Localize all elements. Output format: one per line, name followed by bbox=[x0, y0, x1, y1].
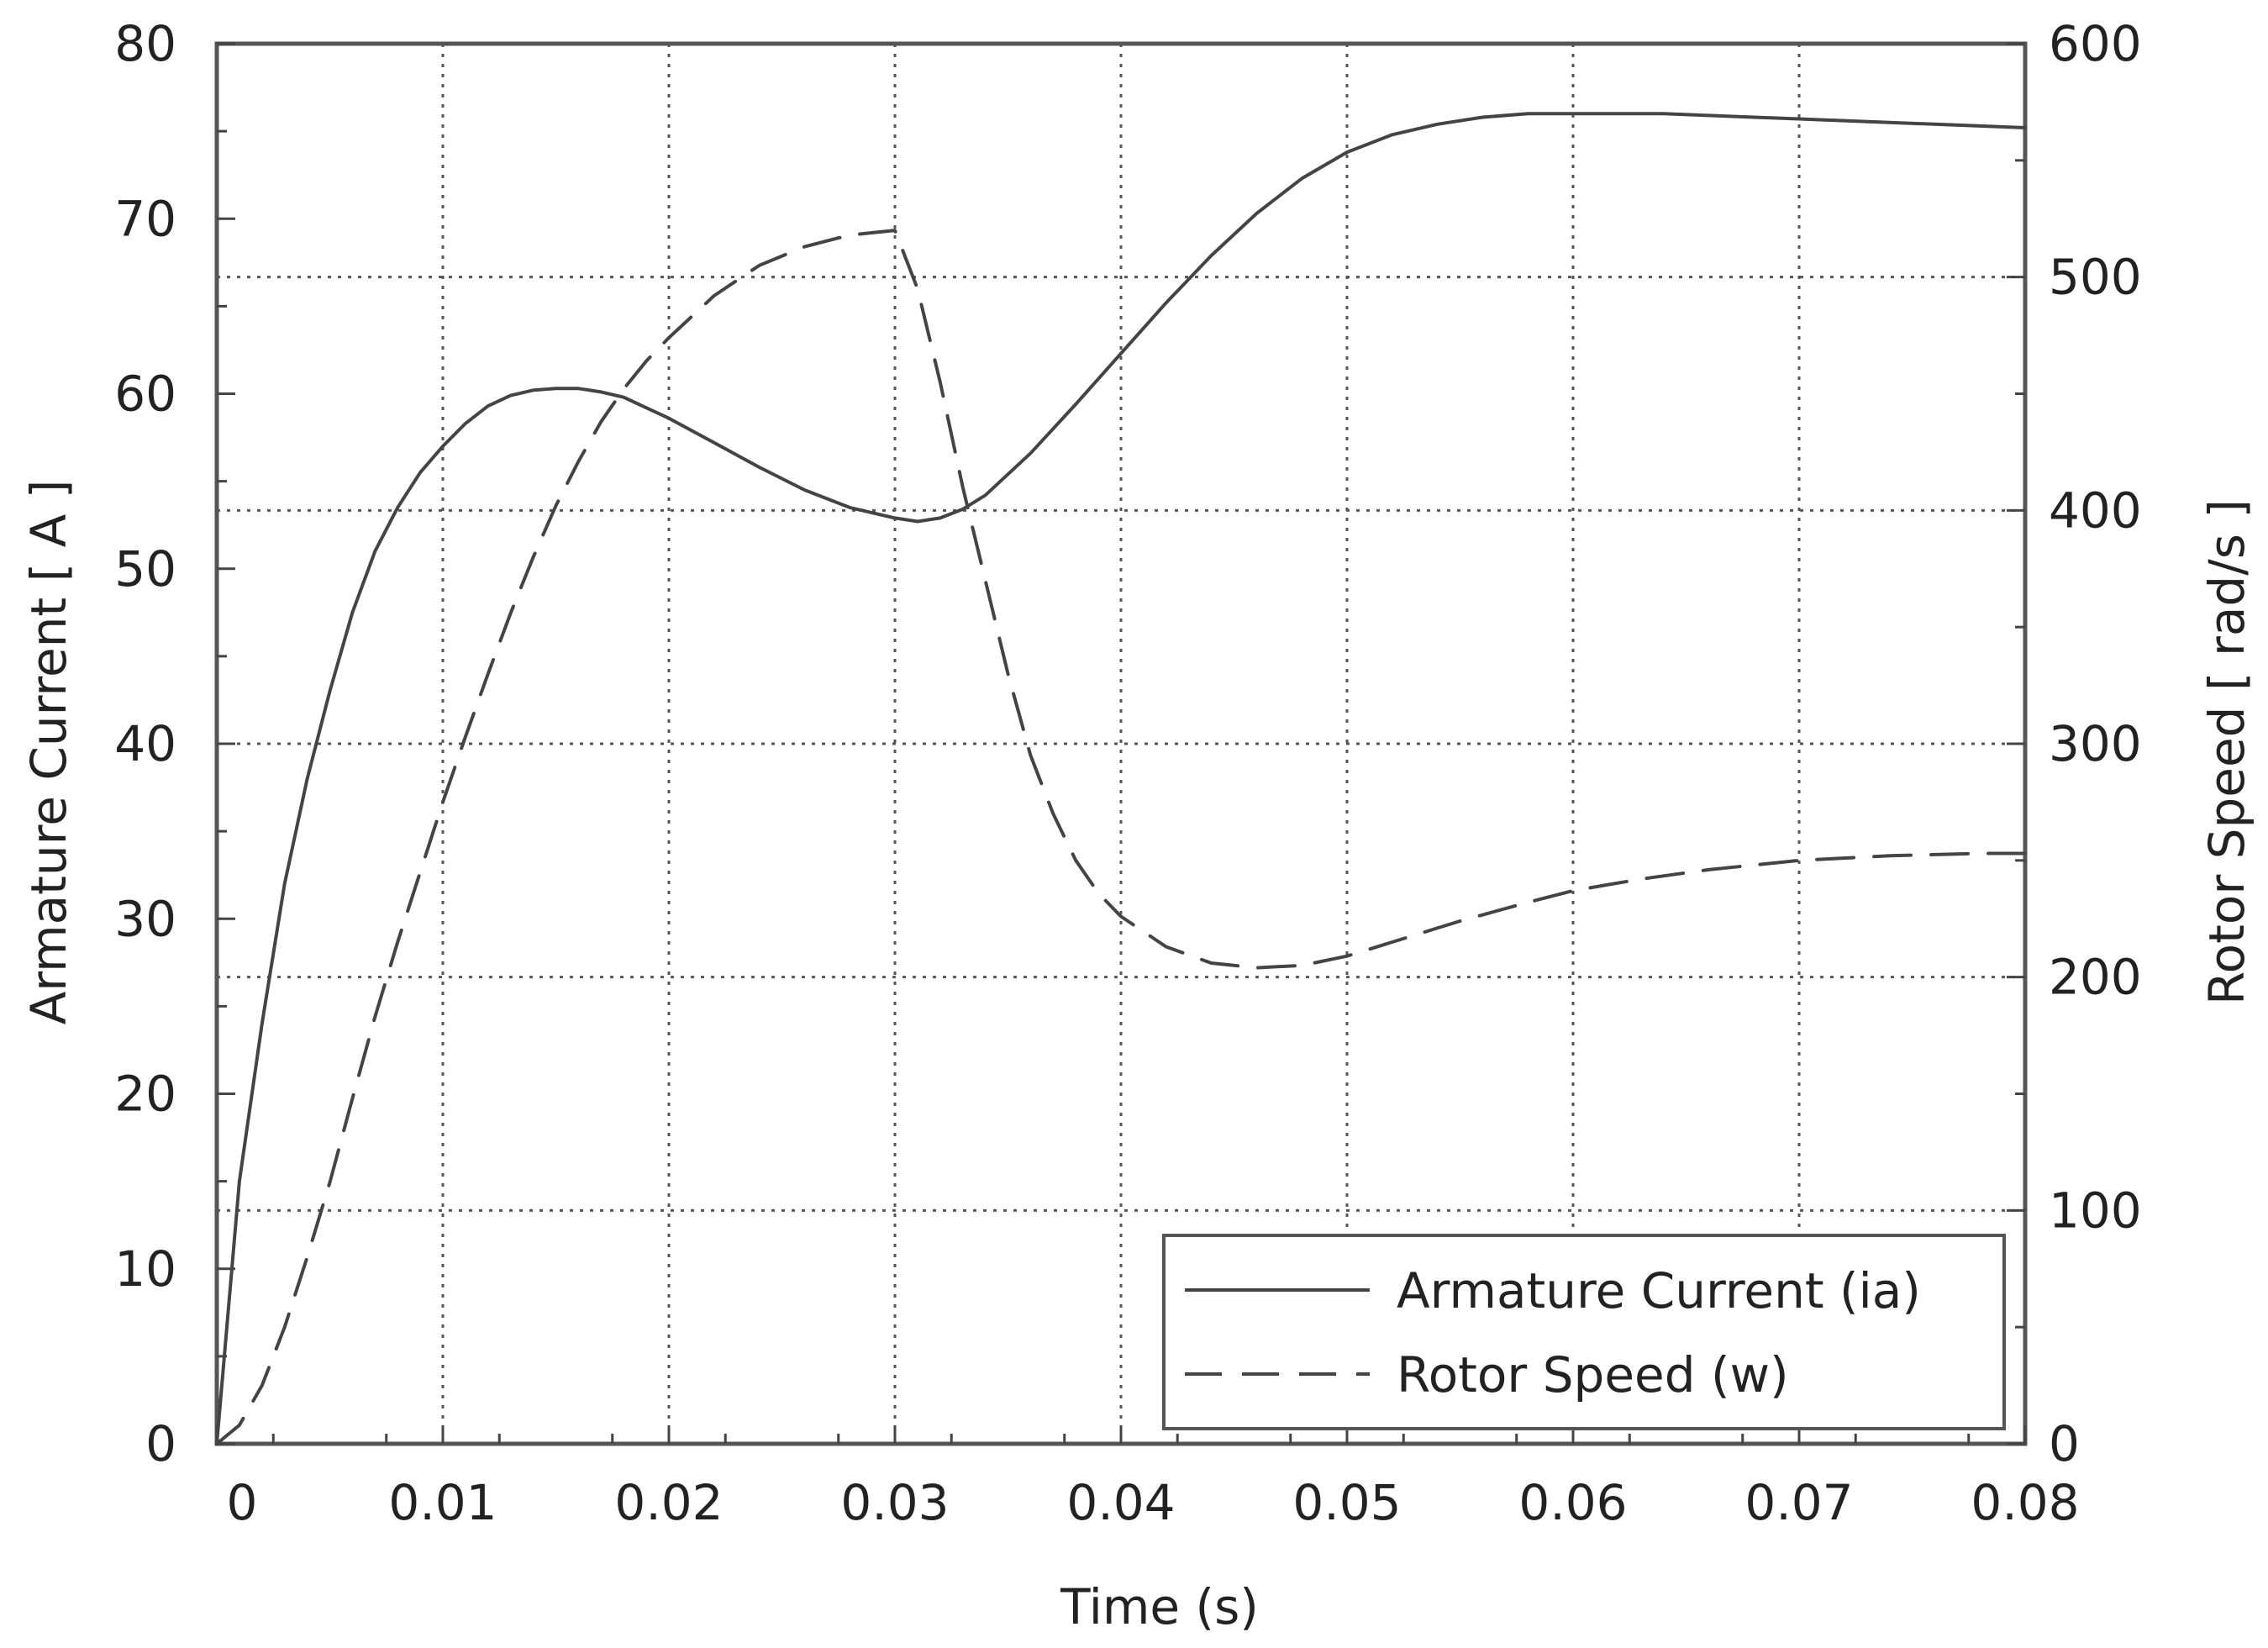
y-right-tick-label: 400 bbox=[2049, 482, 2142, 539]
y-left-tick-label: 60 bbox=[114, 366, 176, 423]
y-right-tick-label: 500 bbox=[2049, 249, 2142, 306]
y-right-tick-label: 0 bbox=[2049, 1415, 2080, 1472]
x-axis-title: Time (s) bbox=[1060, 1578, 1259, 1635]
y-right-axis-title: Rotor Speed [ rad/s ] bbox=[2198, 499, 2255, 1005]
x-tick-label: 0.05 bbox=[1292, 1474, 1401, 1531]
grid bbox=[217, 44, 2025, 1444]
legend-box bbox=[1162, 1234, 2006, 1430]
y-left-axis: 0 10 20 30 40 50 60 70 80 bbox=[114, 15, 235, 1472]
y-right-tick-label: 300 bbox=[2049, 715, 2142, 772]
y-right-tick-label: 100 bbox=[2049, 1182, 2142, 1239]
y-left-tick-label: 70 bbox=[114, 190, 176, 247]
y-right-axis: 0 100 200 300 400 500 600 bbox=[2007, 15, 2142, 1472]
y-left-tick-label: 50 bbox=[114, 540, 176, 598]
x-tick-label: 0.04 bbox=[1066, 1474, 1175, 1531]
x-axis: 0 0.01 0.02 0.03 0.04 0.05 0.06 0.07 0.08 bbox=[215, 1425, 2080, 1531]
x-tick-label: 0.07 bbox=[1744, 1474, 1853, 1531]
legend-label-armature-current: Armature Current (ia) bbox=[1397, 1262, 1921, 1319]
y-right-tick-label: 200 bbox=[2049, 949, 2142, 1006]
x-tick-label: 0.02 bbox=[614, 1474, 723, 1531]
y-left-tick-label: 0 bbox=[145, 1415, 176, 1472]
x-tick-label: 0 bbox=[227, 1474, 258, 1531]
x-tick-label: 0.03 bbox=[840, 1474, 949, 1531]
x-tick-label: 0.08 bbox=[1971, 1474, 2079, 1531]
x-tick-label: 0.06 bbox=[1518, 1474, 1627, 1531]
y-left-tick-label: 80 bbox=[114, 15, 176, 72]
y-left-tick-label: 10 bbox=[114, 1240, 176, 1298]
legend: Armature Current (ia) Rotor Speed (w) bbox=[1162, 1234, 2006, 1430]
series-line-armature-current bbox=[215, 112, 2027, 1445]
series-line-rotor-speed bbox=[215, 229, 2027, 1445]
x-tick-label: 0.01 bbox=[388, 1474, 497, 1531]
legend-label-rotor-speed: Rotor Speed (w) bbox=[1397, 1346, 1789, 1403]
y-left-tick-label: 20 bbox=[114, 1066, 176, 1123]
y-left-tick-label: 30 bbox=[114, 890, 176, 947]
y-left-tick-label: 40 bbox=[114, 715, 176, 772]
y-left-axis-title: Armature Current [ A ] bbox=[20, 480, 77, 1025]
series-layer bbox=[215, 112, 2027, 1445]
y-right-tick-label: 600 bbox=[2049, 15, 2142, 72]
